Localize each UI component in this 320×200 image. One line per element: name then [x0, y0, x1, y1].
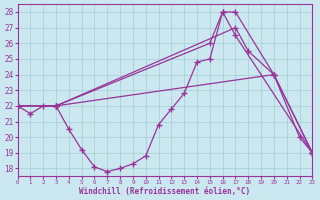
- X-axis label: Windchill (Refroidissement éolien,°C): Windchill (Refroidissement éolien,°C): [79, 187, 251, 196]
